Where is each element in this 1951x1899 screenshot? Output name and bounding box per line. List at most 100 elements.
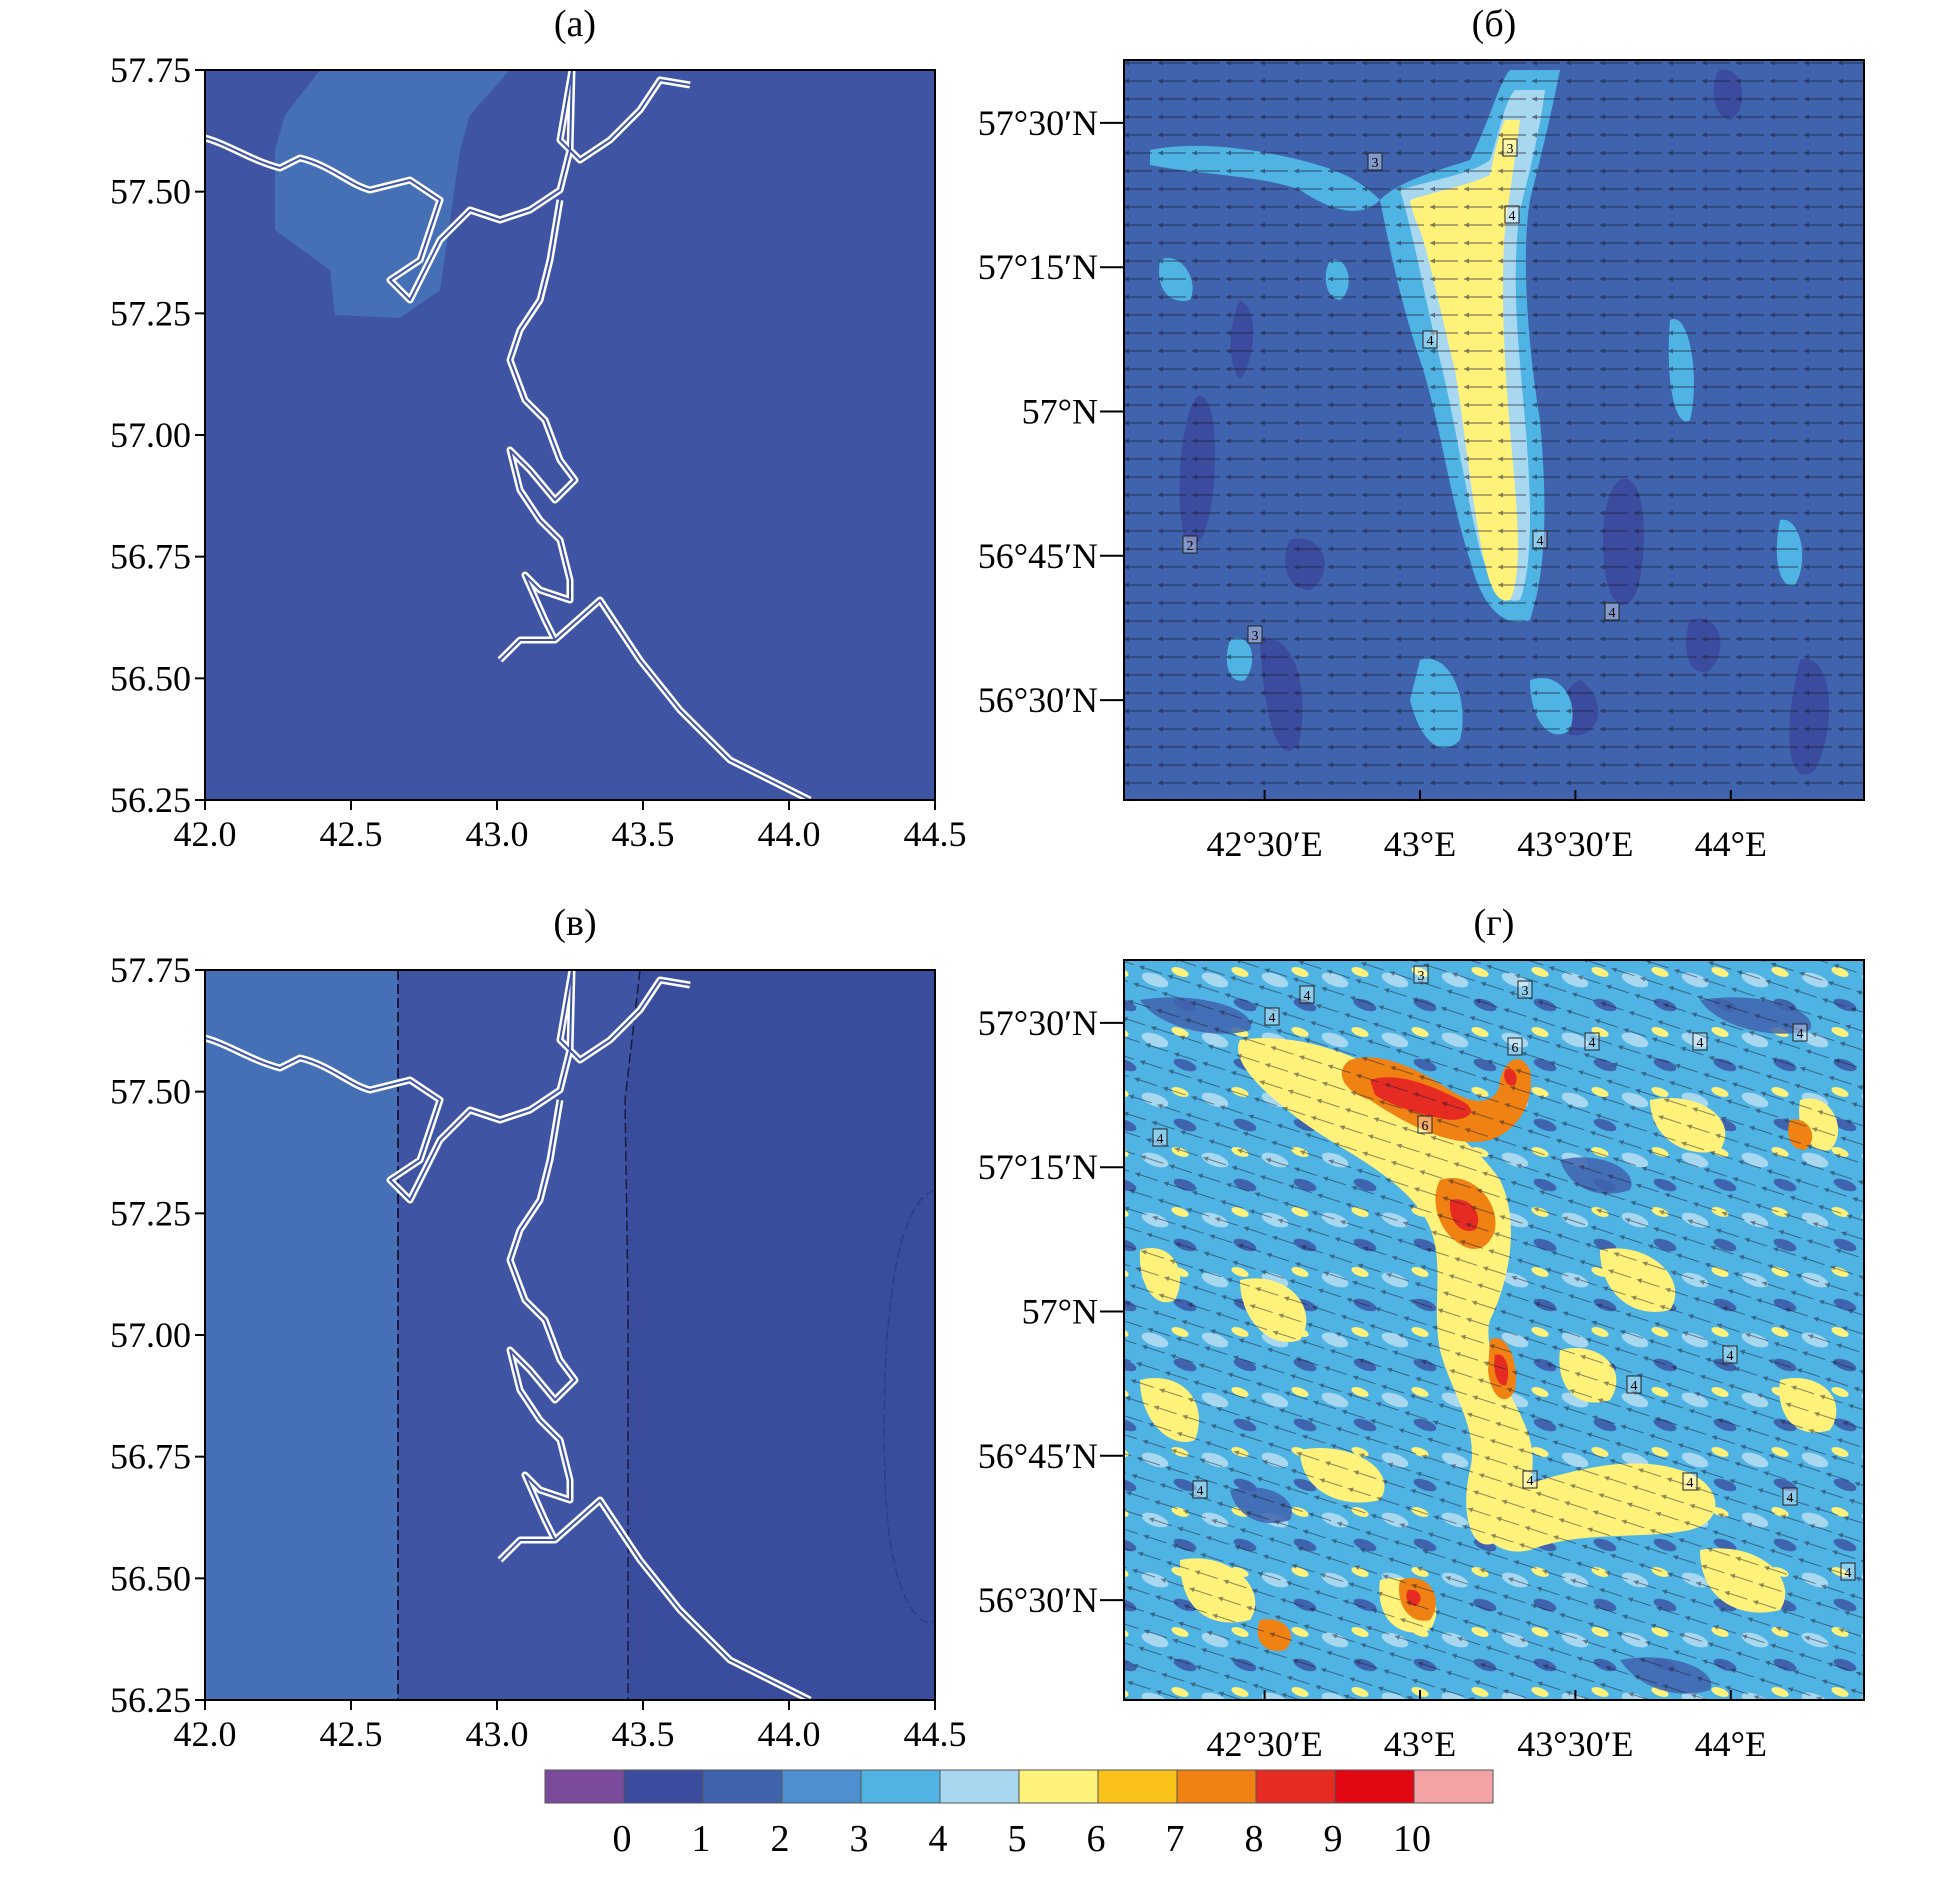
contour-label-box [1604, 602, 1620, 621]
contour-label-box [1502, 138, 1518, 157]
x-tick-label: 44°E [1695, 1724, 1767, 1764]
y-tick-label: 57.25 [110, 293, 191, 333]
contour-label: 4 [1797, 1027, 1804, 1042]
contour-label: 2 [1187, 539, 1194, 554]
y-tick-label: 56°45′N [978, 1436, 1098, 1476]
y-tick-label: 57°30′N [978, 1003, 1098, 1043]
contour-label: 4 [1197, 1484, 1204, 1499]
wind-vectors [1124, 60, 1864, 800]
colorbar-swatch [1413, 1769, 1494, 1804]
y-tick-label: 56.50 [110, 658, 191, 698]
contour-label-box [1840, 1562, 1856, 1581]
contour-labels: 3 3 4 4 4 4 2 3 [1182, 138, 1620, 644]
contour-label-box [1504, 205, 1520, 224]
x-tick-label: 42°30′E [1206, 1724, 1322, 1764]
x-tick-label: 43.5 [612, 1714, 675, 1754]
x-tick-label: 42.0 [174, 1714, 237, 1754]
panel-border [1123, 59, 1865, 801]
panel-title: (г) [1474, 902, 1515, 944]
contour-label-box [1722, 1345, 1738, 1364]
contour-label-box [1264, 1007, 1280, 1026]
x-tick-label: 43°E [1384, 824, 1456, 864]
contour-label: 4 [1269, 1011, 1276, 1026]
x-tick-label: 44.5 [904, 814, 967, 854]
y-axis: 57°30′N 57°15′N 57°N 56°45′N 56°30′N [978, 1003, 1124, 1620]
x-tick-label: 44.0 [758, 814, 821, 854]
colorbar-swatch [939, 1769, 1020, 1804]
contour-label: 4 [1304, 989, 1311, 1004]
x-axis: 42.0 42.5 43.0 43.5 44.0 44.5 [174, 800, 967, 854]
contour-label: 4 [1509, 209, 1516, 224]
colorbar-label: 10 [1393, 1818, 1431, 1860]
colorbar-swatch [1334, 1769, 1415, 1804]
y-tick-label: 57°15′N [978, 1147, 1098, 1187]
contour-label-box [1422, 330, 1438, 349]
x-tick-label: 44.5 [904, 1714, 967, 1754]
colorbar-label: 1 [692, 1818, 711, 1860]
contour-label: 4 [1697, 1036, 1704, 1051]
contour-label-box [1792, 1023, 1808, 1042]
fill-level-mid [398, 970, 640, 1700]
contour-label: 3 [1418, 969, 1425, 984]
contour-label-box [1192, 1480, 1208, 1499]
colorbar-label: 3 [850, 1818, 869, 1860]
panel-title: (а) [554, 3, 596, 45]
y-tick-label: 56.75 [110, 1437, 191, 1477]
x-tick-label: 42.5 [320, 814, 383, 854]
colorbar-label: 5 [1008, 1818, 1027, 1860]
y-tick-label: 57.75 [110, 50, 191, 90]
panel-title: (в) [553, 902, 596, 944]
y-axis: 57.75 57.50 57.25 57.00 56.75 56.50 56.25 [110, 50, 205, 820]
contour-label: 4 [1589, 1036, 1596, 1051]
contour-label-box [1532, 530, 1548, 549]
panel-a: (а) 42.0 42.5 43.0 43.5 44.0 44.5 57.7557.505… [110, 3, 967, 854]
contour-label-box [1417, 1115, 1433, 1134]
y-tick-label: 57.75 [110, 950, 191, 990]
colorbar-swatch [1097, 1769, 1178, 1804]
x-axis: 42°30′E 43°E 43°30′E 44°E [1206, 1690, 1767, 1764]
fill-level-2 [205, 970, 398, 1700]
y-tick-label: 57.50 [110, 1072, 191, 1112]
y-tick-label: 57°N [1022, 392, 1098, 432]
colorbar-swatch [1018, 1769, 1099, 1804]
contour-label: 4 [1727, 1349, 1734, 1364]
colorbar-swatch [860, 1769, 941, 1804]
contour-label-box [1367, 152, 1383, 171]
contour-label-box [1517, 980, 1533, 999]
panel-g: (г) [978, 902, 1865, 1764]
contour-label-box [1682, 1472, 1698, 1491]
x-tick-label: 43.0 [466, 814, 529, 854]
colorbar-label: 2 [771, 1818, 790, 1860]
y-tick-label: 56.25 [110, 1680, 191, 1720]
x-tick-label: 43°30′E [1517, 824, 1633, 864]
contour-label: 4 [1427, 334, 1434, 349]
contour-label: 4 [1787, 1491, 1794, 1506]
contour-label: 4 [1609, 606, 1616, 621]
colorbar-label: 4 [929, 1818, 948, 1860]
contour-label-box [1299, 985, 1315, 1004]
colorbar-swatch [544, 1769, 625, 1804]
contour-label-box [1182, 535, 1198, 554]
colorbar-label: 6 [1087, 1818, 1106, 1860]
colorbar-label: 0 [613, 1818, 632, 1860]
y-axis: 57°30′N 57°15′N 57°N 56°45′N 56°30′N [978, 103, 1124, 720]
y-tick-label: 56°30′N [978, 680, 1098, 720]
contour-label: 6 [1422, 1119, 1429, 1134]
colorbar-swatch [781, 1769, 862, 1804]
contour-label-box [1626, 1375, 1642, 1394]
y-tick-label: 57.25 [110, 1193, 191, 1233]
panel-border [1123, 959, 1865, 1701]
x-tick-label: 43.5 [612, 814, 675, 854]
contour-label: 3 [1372, 156, 1379, 171]
colorbar-label: 9 [1324, 1818, 1343, 1860]
contour-label: 4 [1527, 1474, 1534, 1489]
x-tick-label: 43.0 [466, 1714, 529, 1754]
panel-b: (б) [978, 3, 1865, 864]
contour-label-box [1152, 1128, 1168, 1147]
x-tick-label: 44.0 [758, 1714, 821, 1754]
y-tick-label: 57°15′N [978, 247, 1098, 287]
contour-label-box [1584, 1032, 1600, 1051]
x-tick-label: 44°E [1695, 824, 1767, 864]
contour-label-box [1507, 1037, 1523, 1056]
